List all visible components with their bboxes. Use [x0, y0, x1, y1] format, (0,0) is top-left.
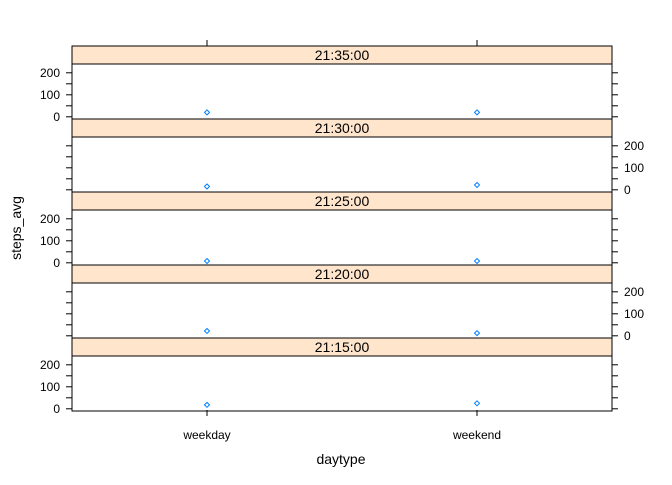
y-tick-label: 100 [40, 234, 60, 248]
y-tick-label: 200 [624, 285, 644, 299]
x-axis-label: daytype [316, 451, 365, 467]
y-tick-label: 100 [40, 88, 60, 102]
data-point-weekday [203, 257, 211, 265]
data-point-weekday [203, 401, 211, 409]
y-tick-label: 100 [624, 307, 644, 321]
x-tick-label: weekend [452, 428, 501, 442]
x-tick-label: weekday [182, 428, 230, 442]
data-point-weekend [473, 329, 481, 337]
data-point-weekday [203, 327, 211, 335]
y-tick-label: 200 [624, 139, 644, 153]
panel-plot-area [71, 136, 613, 193]
data-point-weekend [473, 257, 481, 265]
data-point-weekend [473, 109, 481, 116]
panel-strip-label: 21:20:00 [315, 266, 370, 282]
panel-21:35:00: 21:35:00 0 100 200 [40, 45, 618, 124]
panel-strip-label: 21:30:00 [315, 120, 370, 136]
y-axis-label: steps_avg [8, 196, 24, 260]
panel-21:20:00: 21:20:00 0 100 200 [66, 264, 644, 343]
data-point-weekday [203, 109, 211, 116]
y-tick-label: 200 [40, 66, 60, 80]
data-point-weekend [473, 181, 481, 189]
panel-21:15:00: 21:15:00 0 100 200 [40, 337, 618, 416]
panel-21:25:00: 21:25:00 0 100 200 [40, 191, 618, 270]
y-tick-label: 0 [53, 110, 60, 124]
panel-strip-label: 21:35:00 [315, 47, 370, 63]
panel-plot-area [71, 63, 613, 120]
y-tick-label: 100 [624, 161, 644, 175]
y-tick-label: 0 [624, 329, 631, 343]
panel-plot-area [71, 209, 613, 266]
panel-21:30:00: 21:30:00 0 100 200 [66, 118, 644, 197]
y-tick-label: 200 [40, 358, 60, 372]
panel-plot-area [71, 355, 613, 412]
panel-strip-label: 21:25:00 [315, 193, 370, 209]
panel-plot-area [71, 282, 613, 339]
y-tick-label: 0 [53, 402, 60, 416]
y-tick-label: 200 [40, 212, 60, 226]
y-tick-label: 0 [624, 183, 631, 197]
data-point-weekend [473, 400, 481, 407]
data-point-weekday [203, 183, 211, 190]
y-tick-label: 100 [40, 380, 60, 394]
panel-strip-label: 21:15:00 [315, 339, 370, 355]
y-tick-label: 0 [53, 256, 60, 270]
